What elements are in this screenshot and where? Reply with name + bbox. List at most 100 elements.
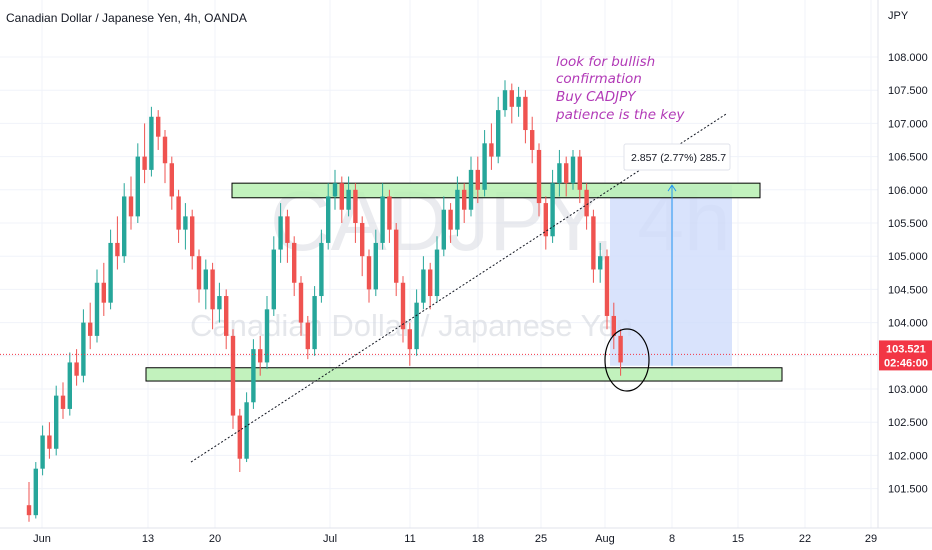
note-line-1: look for bullish [556, 54, 655, 70]
price-tick-label: 101.500 [888, 484, 928, 496]
candle [33, 462, 38, 519]
candle [332, 169, 338, 210]
trendline[interactable] [190, 113, 728, 463]
candle [618, 329, 623, 376]
candle [196, 249, 202, 303]
candle [264, 296, 270, 370]
candle [54, 385, 59, 456]
candle [448, 203, 453, 243]
candle [591, 209, 596, 283]
candle [516, 86, 521, 117]
candle [502, 80, 508, 117]
candle [570, 149, 576, 190]
candle [237, 408, 242, 472]
candle [258, 335, 263, 376]
candle [298, 276, 304, 336]
candle [81, 309, 86, 383]
candle [312, 286, 317, 356]
time-tick-label: 22 [799, 533, 811, 545]
candle [482, 130, 487, 197]
candle [115, 216, 120, 270]
candle [557, 149, 562, 197]
price-tick-label: 105.500 [888, 218, 928, 230]
price-tick-label: 102.500 [888, 417, 928, 429]
candle [47, 422, 52, 459]
candle [162, 130, 168, 184]
note-line-2: confirmation [556, 71, 642, 87]
candle [67, 352, 72, 416]
candle [577, 149, 582, 204]
price-axis[interactable]: 101.500102.000102.500103.000103.500104.0… [888, 52, 928, 496]
candle [128, 176, 134, 230]
currency-label: JPY [888, 10, 909, 22]
candle [292, 236, 297, 297]
time-tick-label: 18 [472, 533, 484, 545]
candle [353, 183, 358, 243]
candle [530, 116, 535, 164]
time-tick-label: 11 [404, 533, 415, 545]
candle [496, 96, 501, 164]
circle-annotation[interactable] [604, 328, 650, 392]
price-tick-label: 106.000 [888, 185, 928, 197]
last-price-badge [879, 340, 932, 371]
candle [285, 209, 290, 263]
time-tick-label: 29 [865, 533, 877, 545]
candle [203, 259, 208, 310]
time-tick-label: Jun [33, 533, 51, 545]
candle [339, 176, 344, 223]
price-tick-label: 104.000 [888, 318, 928, 330]
candle [224, 289, 229, 350]
candle [360, 216, 365, 277]
candle [135, 143, 140, 223]
candle [108, 229, 113, 310]
support-zone[interactable] [145, 367, 783, 382]
candle [271, 236, 276, 316]
candle [536, 143, 542, 217]
candle [380, 183, 385, 250]
candle [176, 189, 181, 243]
time-tick-label: 25 [535, 533, 547, 545]
candle [543, 196, 548, 250]
candle [611, 302, 616, 350]
candle [183, 203, 188, 250]
candle [156, 110, 161, 150]
candle [210, 262, 215, 330]
candle [190, 209, 195, 270]
measure-range-box[interactable] [610, 185, 732, 366]
price-tick-label: 105.000 [888, 251, 928, 263]
chart-title: Canadian Dollar / Japanese Yen, 4h, OAND… [6, 11, 247, 25]
last-price-value: 103.521 [886, 343, 926, 355]
candle [169, 156, 174, 210]
candle [400, 276, 406, 343]
time-tick-label: 20 [209, 533, 221, 545]
note-text: look for bullish confirmation Buy CADJPY… [555, 54, 685, 123]
countdown-value: 02:46:00 [884, 357, 928, 369]
candle [441, 196, 446, 257]
time-tick-label: Jul [323, 533, 337, 545]
measure-label: 2.857 (2.77%) 285.7 [631, 152, 726, 164]
candle [428, 262, 433, 310]
candle [550, 169, 555, 243]
candle [564, 156, 569, 197]
resistance-zone[interactable] [231, 182, 761, 199]
price-tick-label: 107.000 [888, 118, 928, 130]
candle [244, 392, 249, 463]
candle [509, 83, 514, 124]
candle [251, 339, 256, 409]
price-tick-label: 102.000 [888, 450, 928, 462]
candle [455, 176, 460, 237]
price-tick-label: 104.500 [888, 284, 928, 296]
candle [149, 106, 154, 177]
candle [94, 269, 100, 343]
time-tick-label: Aug [595, 533, 615, 545]
candle [598, 242, 603, 283]
price-tick-label: 107.500 [888, 85, 928, 97]
time-tick-label: 15 [732, 533, 744, 545]
candle [217, 282, 222, 323]
measure-label-box [623, 143, 731, 171]
candles-group [26, 80, 623, 522]
time-axis[interactable]: Jun 13 20 Jul 11 18 25 Aug 8 15 22 29 [33, 533, 877, 545]
candle [468, 156, 474, 217]
